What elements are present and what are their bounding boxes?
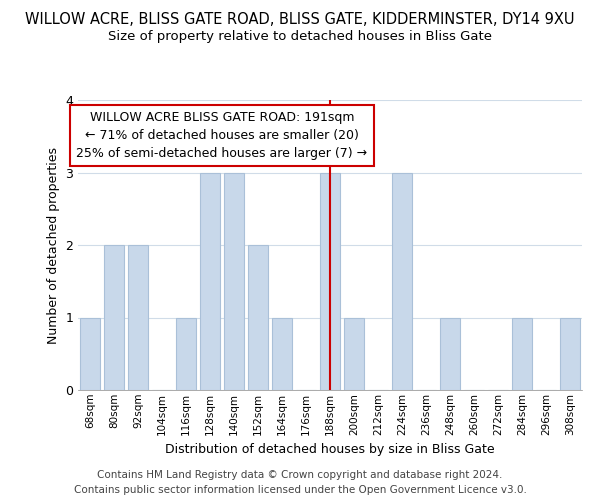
Bar	[200, 172, 220, 390]
Bar	[224, 172, 244, 390]
Bar	[272, 318, 292, 390]
Bar	[344, 318, 364, 390]
Bar	[104, 245, 124, 390]
Bar	[560, 318, 580, 390]
Bar	[248, 245, 268, 390]
Bar	[392, 172, 412, 390]
Bar	[128, 245, 148, 390]
Text: Size of property relative to detached houses in Bliss Gate: Size of property relative to detached ho…	[108, 30, 492, 43]
Bar	[512, 318, 532, 390]
Text: WILLOW ACRE BLISS GATE ROAD: 191sqm
← 71% of detached houses are smaller (20)
25: WILLOW ACRE BLISS GATE ROAD: 191sqm ← 71…	[76, 111, 368, 160]
X-axis label: Distribution of detached houses by size in Bliss Gate: Distribution of detached houses by size …	[165, 443, 495, 456]
Y-axis label: Number of detached properties: Number of detached properties	[47, 146, 59, 344]
Text: Contains HM Land Registry data © Crown copyright and database right 2024.: Contains HM Land Registry data © Crown c…	[97, 470, 503, 480]
Bar	[80, 318, 100, 390]
Bar	[440, 318, 460, 390]
Bar	[320, 172, 340, 390]
Bar	[176, 318, 196, 390]
Text: WILLOW ACRE, BLISS GATE ROAD, BLISS GATE, KIDDERMINSTER, DY14 9XU: WILLOW ACRE, BLISS GATE ROAD, BLISS GATE…	[25, 12, 575, 28]
Text: Contains public sector information licensed under the Open Government Licence v3: Contains public sector information licen…	[74, 485, 526, 495]
